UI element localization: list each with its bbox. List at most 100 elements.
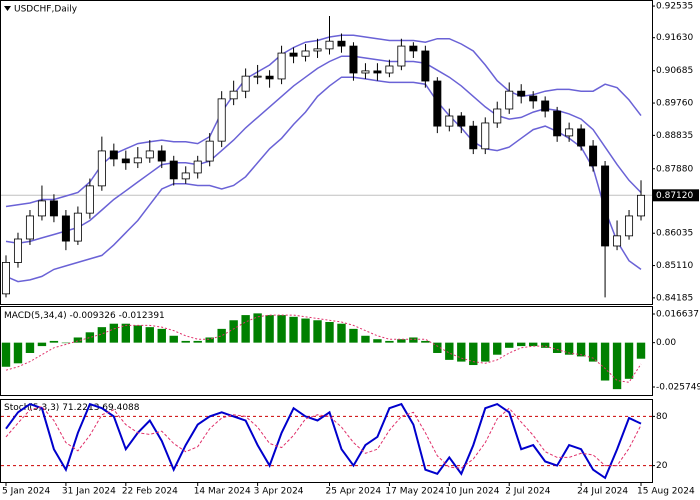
macd-bar [397, 339, 406, 343]
candle-body [421, 50, 430, 82]
macd-bar [576, 342, 586, 357]
stoch-panel [0, 399, 653, 483]
candle-body [361, 70, 370, 74]
macd-bar [361, 335, 370, 343]
candle-body [13, 238, 22, 263]
candle-body [601, 165, 610, 247]
series-line [5, 402, 642, 480]
macd-bar [433, 342, 442, 353]
candle-body [565, 128, 574, 137]
candle-body [409, 45, 418, 52]
x-tick-label: 15 Aug 2024 [637, 487, 695, 497]
macd-bar [49, 340, 59, 343]
macd-bar [552, 342, 562, 353]
chart-title: USDCHF,Daily [14, 5, 78, 15]
stoch-main-value: 71.2213 [62, 403, 99, 413]
macd-bar [337, 323, 346, 343]
macd-panel [0, 306, 653, 396]
candle-body [37, 200, 46, 217]
macd-bar [612, 342, 622, 390]
candle-body [181, 172, 190, 180]
macd-value: -0.009326 [70, 311, 116, 321]
candle-body [481, 122, 490, 150]
candle-body [313, 48, 322, 52]
y-tick-label: 20 [656, 461, 668, 471]
candle-body [529, 95, 538, 102]
x-tick-label: 24 Jul 2024 [577, 487, 628, 497]
series-line [5, 314, 642, 383]
macd-bar [528, 342, 538, 347]
y-tick-label: 0.90685 [656, 66, 693, 76]
macd-bar [385, 340, 394, 343]
candle-body [145, 150, 154, 159]
candle-body [637, 194, 646, 217]
series-line [5, 55, 642, 244]
y-tick-label: 0.016637 [656, 309, 699, 319]
candle-body [49, 200, 58, 217]
macd-bar [121, 323, 131, 343]
stoch-signal-value: 69.4088 [102, 403, 139, 413]
candle-body [325, 40, 334, 50]
macd-bar [517, 342, 526, 347]
candle-body [433, 80, 442, 127]
candle-body [553, 110, 562, 137]
macd-bar [229, 320, 238, 343]
candle-body [277, 52, 286, 80]
macd-bar [409, 337, 418, 343]
macd-bar [349, 328, 358, 343]
x-tick-label: 3 Apr 2024 [254, 487, 304, 497]
candle-body [133, 157, 142, 164]
macd-bar [85, 332, 95, 343]
candle-body [289, 52, 298, 57]
y-tick-label: 0.86035 [656, 229, 693, 239]
macd-bar [564, 342, 574, 355]
candle-body [121, 158, 130, 164]
macd-bar [193, 340, 202, 343]
macd-bar [624, 342, 634, 379]
price-panel [0, 0, 653, 305]
macd-bar [37, 342, 47, 347]
candle-body [61, 215, 70, 242]
macd-bar [133, 325, 142, 343]
current-price-label: 0.87120 [656, 191, 693, 201]
candle-body [493, 108, 502, 124]
macd-bar [373, 339, 382, 343]
candle-body [73, 212, 82, 242]
candle-body [193, 160, 202, 174]
candle-body [505, 90, 514, 110]
candle-body [445, 115, 454, 127]
menu-triangle [4, 6, 11, 11]
macd-bar [217, 328, 226, 343]
candle-body [577, 128, 586, 147]
candle-body [265, 75, 274, 80]
macd-bar [313, 320, 322, 343]
macd-bar [169, 335, 178, 343]
macd-bar [253, 313, 262, 343]
candle-body [589, 145, 598, 167]
series-line [5, 76, 642, 283]
candle-body [457, 115, 466, 127]
y-tick-label: -0.025749 [656, 382, 700, 392]
y-tick-label: 0.87880 [656, 164, 693, 174]
y-tick-label: 0.85110 [656, 261, 693, 271]
y-tick-label: 0.00 [656, 338, 676, 348]
macd-signal-value: -0.012391 [119, 311, 165, 321]
macd-label: MACD(5,34,4) [4, 311, 67, 321]
series-line [5, 406, 642, 469]
candle-body [385, 65, 394, 74]
candle-body [169, 160, 178, 180]
macd-bar [445, 342, 454, 360]
x-tick-label: 22 Feb 2024 [122, 487, 178, 497]
x-tick-label: 5 Jan 2024 [2, 487, 50, 497]
macd-bar [277, 315, 286, 343]
candle-body [349, 45, 358, 74]
candle-body [373, 70, 382, 74]
candle-body [229, 90, 238, 100]
macd-bar [61, 342, 71, 344]
macd-bar [421, 340, 430, 343]
candle-body [469, 125, 478, 150]
candle-body [253, 75, 262, 78]
candle-body [241, 75, 250, 92]
y-tick-label: 0.84185 [656, 293, 693, 303]
